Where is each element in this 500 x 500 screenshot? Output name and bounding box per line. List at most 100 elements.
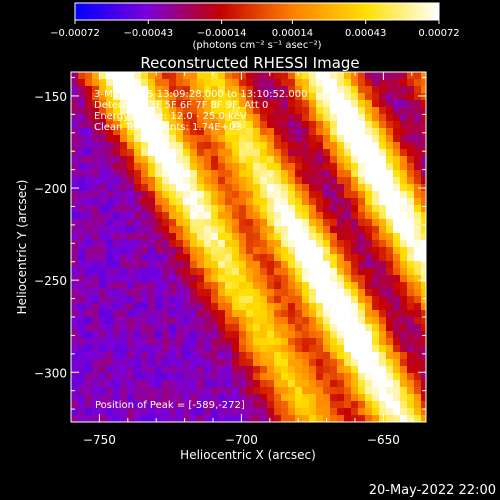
heatmap-cell (183, 212, 190, 219)
heatmap-cell (162, 226, 169, 233)
heatmap-cell (414, 352, 421, 359)
heatmap-cell (190, 86, 197, 93)
heatmap-cell (78, 352, 85, 359)
heatmap-cell (337, 149, 344, 156)
heatmap-cell (295, 408, 302, 415)
heatmap-cell (421, 366, 426, 373)
heatmap-cell (358, 219, 365, 226)
heatmap-cell (85, 408, 92, 415)
heatmap-cell (288, 170, 295, 177)
heatmap-cell (414, 156, 421, 163)
heatmap-cell (253, 212, 260, 219)
heatmap-cell (386, 79, 393, 86)
heatmap-cell (176, 289, 183, 296)
heatmap-cell (393, 163, 400, 170)
heatmap-cell (232, 240, 239, 247)
heatmap-cell (162, 93, 169, 100)
heatmap-cell (99, 331, 106, 338)
heatmap-cell (85, 240, 92, 247)
heatmap-cell (71, 149, 78, 156)
heatmap-cell (232, 338, 239, 345)
heatmap-cell (232, 331, 239, 338)
heatmap-cell (407, 303, 414, 310)
heatmap-cell (253, 170, 260, 177)
heatmap-cell (351, 198, 358, 205)
heatmap-cell (309, 387, 316, 394)
heatmap-cell (120, 359, 127, 366)
heatmap-cell (302, 394, 309, 401)
heatmap-cell (92, 142, 99, 149)
heatmap-cell (302, 345, 309, 352)
heatmap-cell (190, 310, 197, 317)
heatmap-cell (232, 289, 239, 296)
heatmap-cell (295, 254, 302, 261)
heatmap-cell (85, 324, 92, 331)
heatmap-cell (190, 142, 197, 149)
heatmap-cell (372, 233, 379, 240)
heatmap-cell (246, 415, 253, 422)
heatmap-cell (365, 128, 372, 135)
heatmap-cell (239, 366, 246, 373)
heatmap-cell (337, 289, 344, 296)
heatmap-cell (260, 282, 267, 289)
heatmap-cell (148, 198, 155, 205)
heatmap-cell (281, 247, 288, 254)
heatmap-cell (337, 156, 344, 163)
heatmap-cell (71, 415, 78, 422)
heatmap-cell (197, 303, 204, 310)
heatmap-cell (365, 373, 372, 380)
heatmap-cell (99, 121, 106, 128)
heatmap-cell (113, 156, 120, 163)
heatmap-cell (351, 310, 358, 317)
heatmap-cell (246, 247, 253, 254)
heatmap-cell (85, 163, 92, 170)
heatmap-cell (400, 317, 407, 324)
annotation-line: Detectors: 3F 5F 6F 7F 8F 9F, Att 0 (94, 100, 268, 111)
heatmap-cell (414, 359, 421, 366)
heatmap-cell (421, 142, 426, 149)
heatmap-cell (99, 100, 106, 107)
heatmap-cell (316, 317, 323, 324)
heatmap-cell (260, 359, 267, 366)
heatmap-cell (113, 247, 120, 254)
heatmap-cell (190, 415, 197, 422)
heatmap-cell (218, 310, 225, 317)
heatmap-cell (309, 163, 316, 170)
heatmap-cell (176, 163, 183, 170)
heatmap-cell (400, 93, 407, 100)
heatmap-cell (92, 387, 99, 394)
heatmap-cell (351, 289, 358, 296)
heatmap-cell (260, 268, 267, 275)
heatmap-cell (92, 261, 99, 268)
heatmap-cell (204, 212, 211, 219)
heatmap-cell (267, 324, 274, 331)
heatmap-cell (316, 282, 323, 289)
heatmap-cell (379, 219, 386, 226)
heatmap-cell (421, 107, 426, 114)
heatmap-cell (218, 233, 225, 240)
heatmap-cell (309, 352, 316, 359)
heatmap-cell (379, 289, 386, 296)
heatmap-cell (386, 338, 393, 345)
heatmap-cell (78, 219, 85, 226)
heatmap-cell (134, 268, 141, 275)
heatmap-cell (407, 380, 414, 387)
heatmap-cell (274, 93, 281, 100)
heatmap-cell (316, 226, 323, 233)
heatmap-cell (379, 303, 386, 310)
heatmap-cell (344, 261, 351, 268)
heatmap-cell (71, 170, 78, 177)
heatmap-cell (393, 142, 400, 149)
heatmap-cell (372, 72, 379, 79)
heatmap-cell (127, 149, 134, 156)
heatmap-cell (141, 142, 148, 149)
heatmap-cell (162, 282, 169, 289)
heatmap-cell (365, 86, 372, 93)
heatmap-cell (113, 310, 120, 317)
heatmap-cell (246, 303, 253, 310)
heatmap-cell (127, 268, 134, 275)
heatmap-cell (155, 212, 162, 219)
heatmap-cell (204, 79, 211, 86)
heatmap-cell (169, 324, 176, 331)
heatmap-cell (225, 163, 232, 170)
